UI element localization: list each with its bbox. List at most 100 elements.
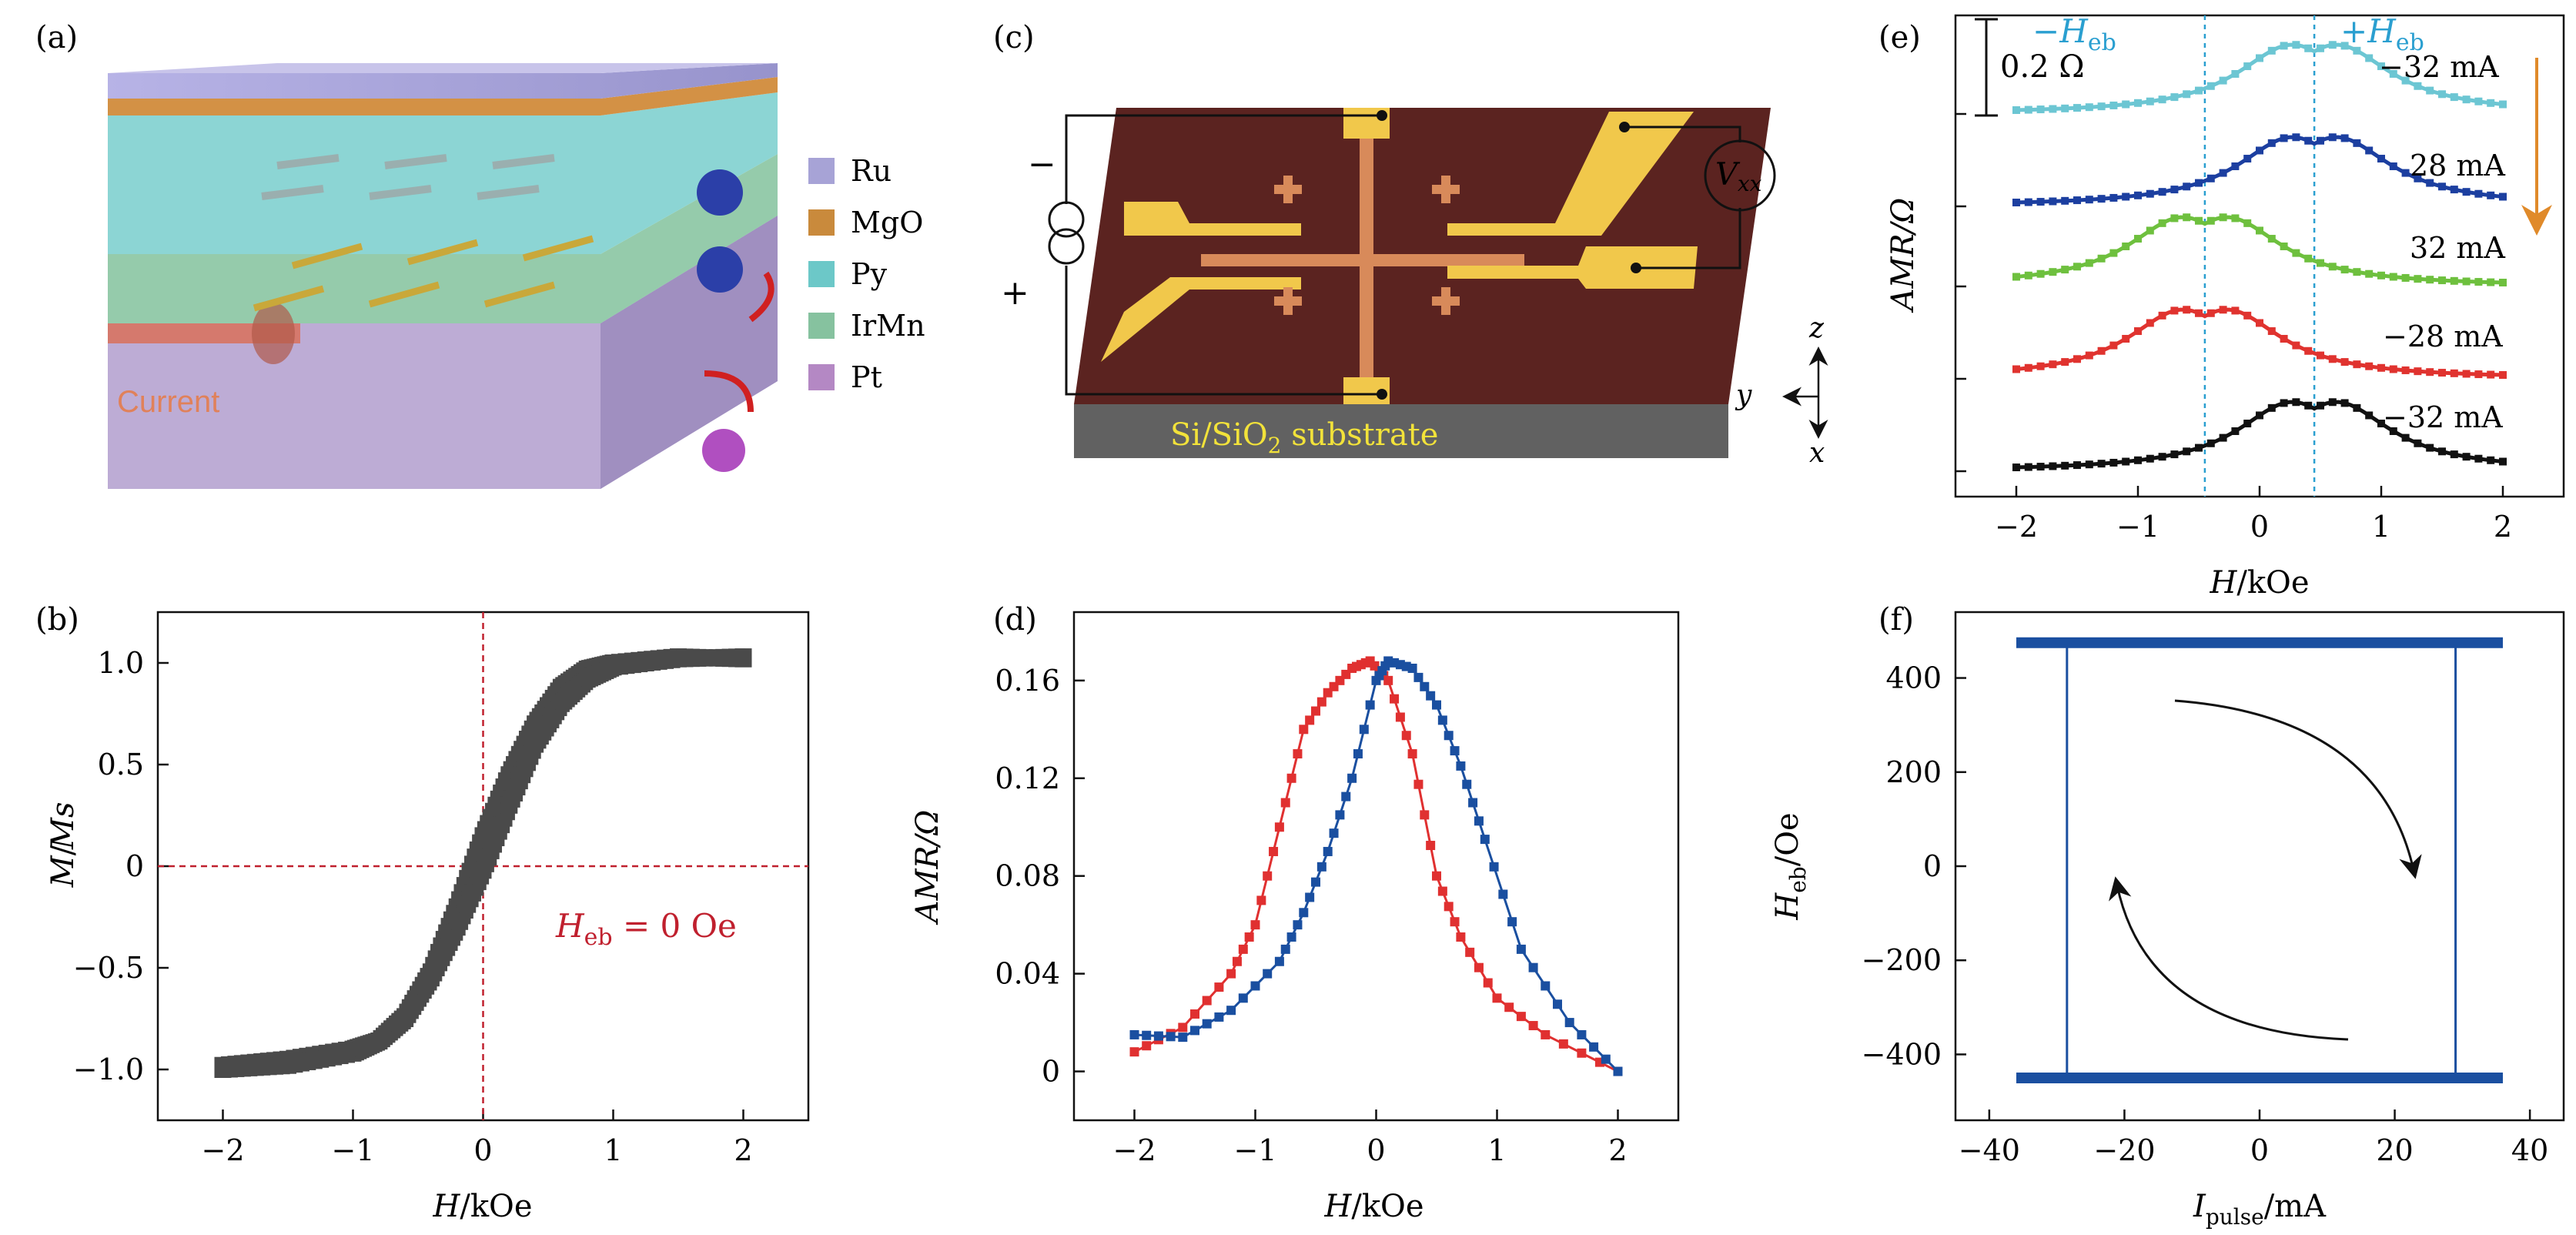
- y-tick-label: −1.0: [73, 1053, 144, 1086]
- data-point: [2243, 311, 2252, 320]
- data-point: [2122, 192, 2130, 201]
- data-point: [2462, 277, 2471, 286]
- data-point: [2328, 398, 2337, 407]
- data-point: [2049, 105, 2057, 113]
- data-point: [2183, 213, 2191, 222]
- data-point: [2231, 306, 2240, 315]
- data-point: [2073, 355, 2081, 363]
- data-point: [2474, 97, 2483, 105]
- data-point: [1420, 681, 1430, 691]
- y-axis-label: Heb/Oe: [1770, 812, 1811, 920]
- data-point: [2170, 93, 2179, 102]
- data-point: [2219, 433, 2227, 442]
- minus-sign: −: [1028, 145, 1056, 184]
- data-point: [1483, 978, 1493, 988]
- x-axis-label: H/kOe: [432, 1189, 532, 1224]
- data-point: [2401, 76, 2410, 85]
- y-tick-label: 1.0: [98, 646, 144, 680]
- data-point: [2353, 403, 2361, 412]
- data-point: [2036, 198, 2045, 206]
- data-point: [2401, 433, 2410, 442]
- series-label: 32 mA: [2410, 231, 2505, 265]
- data-point: [2109, 341, 2118, 350]
- data-point: [2024, 271, 2032, 279]
- data-point: [2353, 360, 2361, 369]
- data-point: [2426, 179, 2434, 187]
- data-point: [2206, 309, 2215, 317]
- x-tick-label: 2: [1608, 1133, 1627, 1167]
- data-point: [2243, 155, 2252, 163]
- data-point: [2450, 93, 2458, 102]
- data-point: [2401, 169, 2410, 177]
- data-point: [2328, 133, 2337, 142]
- data-point: [2243, 62, 2252, 71]
- data-point: [2304, 136, 2313, 145]
- data-point: [2487, 191, 2495, 199]
- data-point: [2365, 54, 2374, 62]
- data-point: [1142, 1041, 1152, 1051]
- data-point: [2170, 450, 2179, 459]
- x-tick-label: −40: [1959, 1133, 2020, 1167]
- data-point: [1541, 981, 1551, 991]
- data-point: [1226, 1006, 1236, 1016]
- legend-swatch-ru: [808, 158, 835, 184]
- x-tick-label: −20: [2093, 1133, 2155, 1167]
- data-point: [2195, 309, 2203, 317]
- data-point: [2256, 146, 2263, 155]
- data-point: [2389, 427, 2397, 435]
- data-point: [2231, 427, 2240, 435]
- data-point: [2012, 199, 2020, 207]
- data-point: [1269, 846, 1279, 856]
- data-point: [2267, 327, 2276, 336]
- x-tick-label: 1: [604, 1133, 622, 1167]
- x-axis-label: H/kOe: [2209, 565, 2309, 601]
- legend-mgo: MgO: [851, 206, 923, 239]
- data-point: [1401, 731, 1411, 741]
- data-point: [2219, 76, 2227, 85]
- data-point: [2474, 454, 2483, 463]
- data-point: [2340, 134, 2349, 142]
- data-point: [2389, 162, 2397, 170]
- data-point: [2377, 363, 2385, 372]
- data-point: [1413, 779, 1423, 789]
- data-point: [2183, 90, 2191, 99]
- data-point: [2061, 196, 2069, 205]
- data-point: [2317, 401, 2324, 410]
- data-point: [2036, 362, 2045, 370]
- data-point: [2085, 351, 2093, 360]
- data-point: [2353, 46, 2361, 55]
- data-point: [2024, 363, 2032, 372]
- data-point: [2206, 439, 2215, 447]
- data-point: [2073, 263, 2081, 271]
- data-point: [2438, 182, 2446, 191]
- data-point: [2170, 306, 2179, 315]
- data-point: [1528, 1021, 1538, 1031]
- data-point: [2292, 133, 2300, 142]
- data-point: [2219, 306, 2227, 314]
- data-point: [1341, 792, 1351, 802]
- data-point: [2256, 54, 2263, 62]
- x-tick-label: −1: [2116, 510, 2159, 544]
- data-point: [1365, 700, 1375, 710]
- data-point: [1407, 663, 1417, 673]
- data-point: [2158, 311, 2166, 320]
- data-point: [2317, 259, 2324, 267]
- spin-ball-icon: [702, 429, 745, 472]
- data-point: [1437, 886, 1447, 896]
- data-point: [2438, 90, 2446, 99]
- data-point: [2499, 371, 2507, 380]
- data-point: [1444, 731, 1454, 741]
- data-point: [2292, 249, 2300, 257]
- x-axis-label: H/kOe: [1323, 1189, 1423, 1224]
- data-point: [2365, 269, 2374, 278]
- data-point: [2487, 99, 2495, 107]
- scale-bar: [1975, 18, 1998, 117]
- data-point: [2389, 273, 2397, 281]
- data-point: [2438, 447, 2446, 456]
- data-point: [1395, 712, 1405, 722]
- series-label: 28 mA: [2410, 149, 2505, 182]
- data-point: [1613, 1066, 1623, 1076]
- data-point: [2122, 334, 2130, 343]
- data-point: [1507, 917, 1517, 927]
- data-point: [2134, 456, 2142, 464]
